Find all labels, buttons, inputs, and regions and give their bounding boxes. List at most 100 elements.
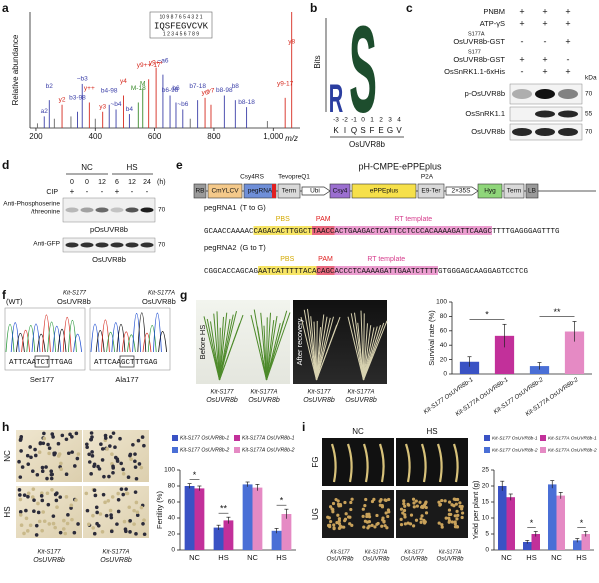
pollen (53, 525, 57, 530)
sequence-tag: RT template (394, 216, 432, 223)
time-label: 0 (85, 179, 89, 186)
pollen (45, 476, 49, 481)
grain (406, 521, 410, 525)
peak-label: M-18 (131, 85, 146, 92)
target-label: pOsUVR8b (90, 225, 128, 234)
legend-swatch (484, 447, 490, 453)
pollen (92, 531, 97, 536)
pollen (110, 495, 115, 499)
time-label: 6 (115, 179, 119, 186)
pollen (96, 464, 100, 469)
pollen (89, 472, 93, 476)
panicle (404, 443, 411, 483)
trace-peak (68, 319, 77, 353)
pollen (134, 476, 139, 481)
y-tick-label: 15 (482, 499, 490, 506)
sign: - (86, 187, 89, 196)
plant-leaf (257, 326, 267, 381)
trace-peak (36, 333, 46, 353)
y-tick-label: 80 (168, 483, 176, 490)
grain (328, 505, 333, 509)
cip-label: CIP (46, 189, 58, 196)
y-tick-label: 20 (440, 356, 448, 363)
pollen (18, 497, 23, 502)
peak-label: b8 (232, 83, 240, 90)
legend-label: Kit-S177A OsUVR8b-1 (242, 435, 295, 441)
plant-leaf (357, 322, 364, 381)
grain (447, 508, 452, 512)
grain (332, 523, 336, 527)
pollen (51, 521, 56, 526)
pollen (136, 438, 141, 443)
position-label: 0 (361, 117, 365, 124)
x-tick-label: NC (189, 553, 200, 562)
plant-leaf (350, 313, 364, 381)
legend-label: Kit-S177 OsUVR8b-2 (492, 447, 538, 453)
sign: + (542, 66, 547, 76)
pollen (38, 441, 43, 446)
pollen (32, 498, 36, 502)
trace-peak (132, 313, 141, 353)
grain (448, 512, 452, 517)
band (80, 207, 94, 213)
pollen (116, 497, 121, 502)
kda-unit: kDa (585, 75, 597, 82)
pollen (42, 519, 47, 524)
grain (387, 497, 391, 502)
pollen (56, 441, 61, 446)
pollen (69, 506, 73, 510)
panel-label: f (2, 288, 7, 302)
band (535, 110, 555, 118)
peak-label: ~a6 (157, 57, 168, 64)
x-tick-label: 800 (207, 132, 221, 141)
band (95, 242, 109, 248)
plant-leaf (250, 314, 267, 381)
residue-label: E (378, 126, 383, 135)
grain (376, 521, 380, 526)
element-label: Term (507, 188, 521, 195)
x-tick-label: NC (247, 553, 258, 562)
pollen (29, 455, 33, 460)
bar (548, 484, 557, 550)
panicle (420, 443, 427, 483)
grain (367, 524, 371, 528)
sequence: CAGC (317, 268, 335, 276)
construct-element (417, 183, 445, 199)
trace-peak (10, 322, 20, 353)
sequence-highlight (253, 226, 312, 235)
line-sup: Kit-S177A (439, 549, 462, 555)
grain (440, 523, 444, 527)
pollen (86, 522, 91, 527)
panicle (346, 443, 353, 483)
grain (380, 524, 384, 528)
peak-label: b4-98 (101, 88, 118, 95)
plant-leaf (347, 316, 364, 381)
plant-leaf (219, 314, 244, 381)
y-tick-label: 80 (440, 313, 448, 320)
grain (460, 507, 464, 511)
pollen (32, 509, 36, 514)
pollen (100, 458, 105, 462)
trace-peak (121, 331, 131, 353)
grain (450, 503, 454, 507)
line-sup: Kit-S177A (102, 550, 129, 556)
sequence-highlight (316, 266, 335, 275)
plant-leaf (266, 312, 271, 381)
grain (460, 515, 464, 520)
pollen (139, 465, 144, 470)
grain (414, 518, 419, 522)
grain (399, 507, 404, 511)
pollen (76, 522, 80, 526)
pollen (41, 510, 46, 514)
grain (414, 499, 418, 503)
pollen (108, 435, 113, 439)
sign: - (131, 187, 134, 196)
peak-label: y4 (120, 78, 127, 85)
photo (322, 490, 394, 538)
element-label: Csy4 (333, 188, 348, 195)
legend-swatch (172, 435, 178, 441)
pollen (46, 442, 50, 447)
gene-label: OsUVR8b (33, 557, 65, 564)
plant-leaf (363, 323, 368, 381)
grain (365, 514, 369, 519)
